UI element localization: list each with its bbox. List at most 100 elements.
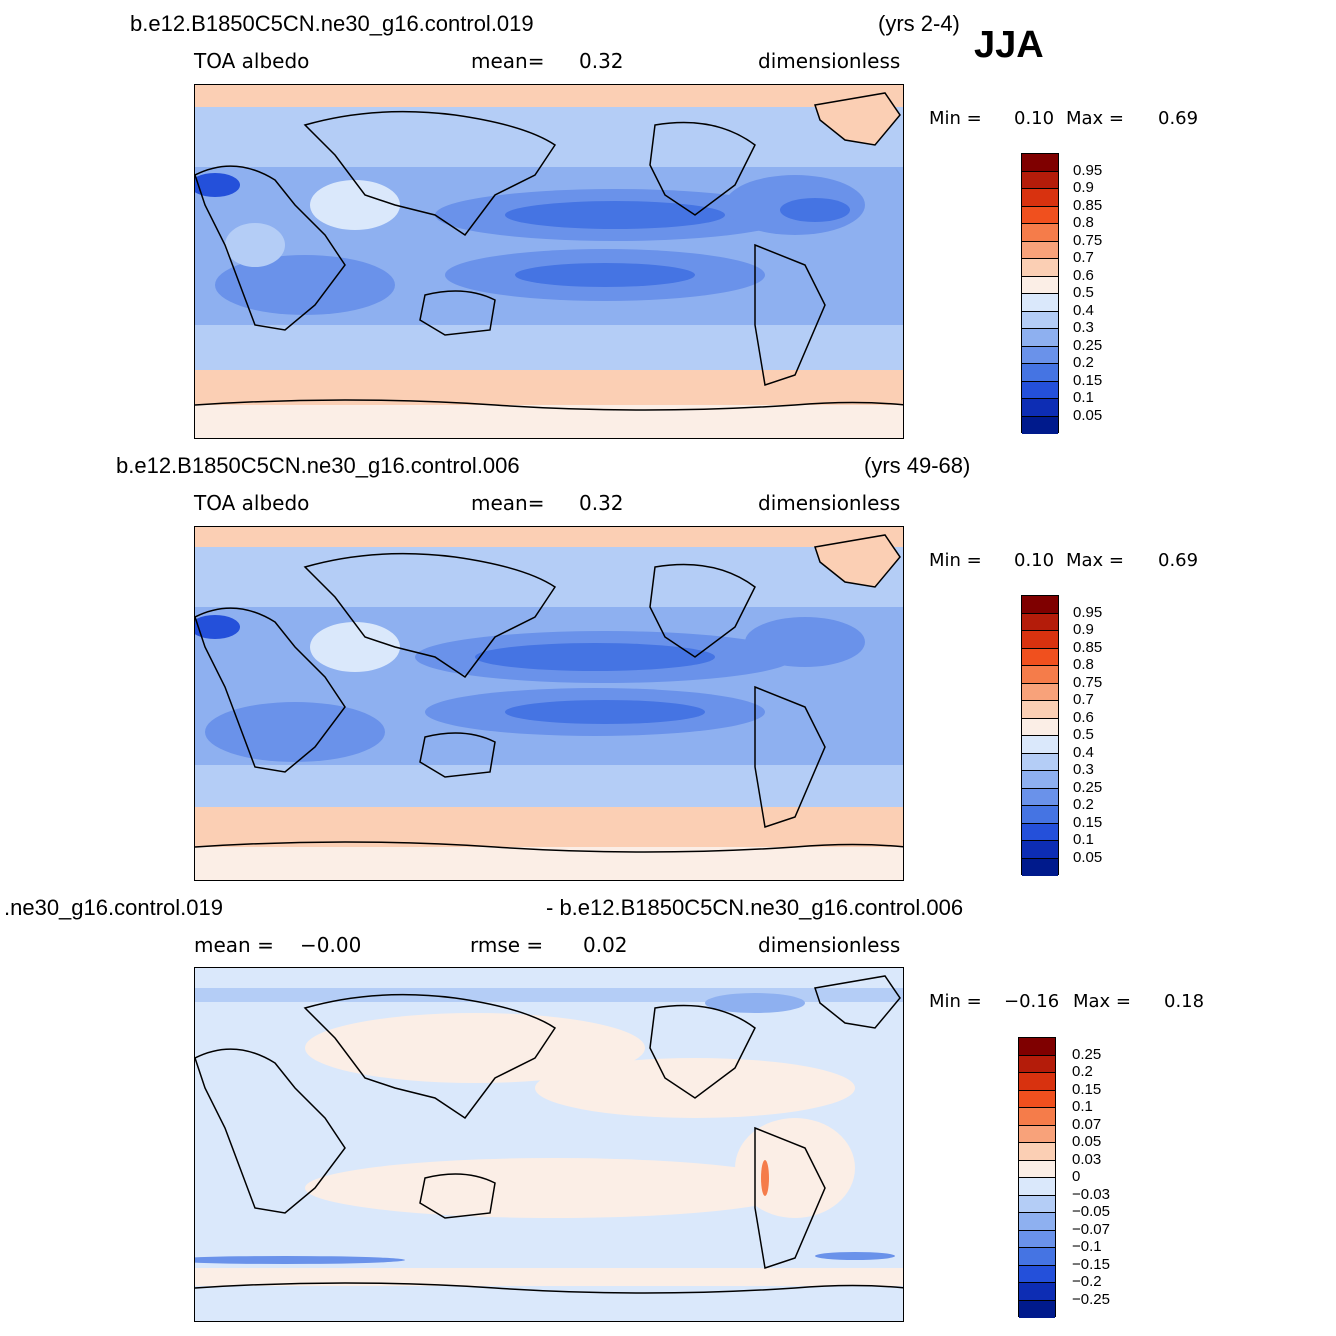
- panel3-mean-value: −0.00: [300, 933, 362, 957]
- colorbar-swatch: [1022, 416, 1058, 434]
- colorbar-tick-label: 0.3: [1073, 319, 1094, 336]
- panel2-max-label: Max =: [1066, 550, 1125, 571]
- colorbar-tick-label: 0.05: [1073, 848, 1103, 866]
- panel3-rmse-value: 0.02: [583, 933, 628, 957]
- panel3-rmse-label: rmse =: [470, 933, 544, 957]
- colorbar-swatch: [1022, 823, 1058, 841]
- panel1-units: dimensionless: [758, 49, 901, 73]
- colorbar-tick-label: 0.5: [1073, 284, 1094, 301]
- season-label: JJA: [974, 24, 1044, 66]
- colorbar-swatch: [1022, 648, 1058, 666]
- colorbar-swatch: [1022, 224, 1058, 242]
- colorbar-tick-label: 0.75: [1073, 231, 1103, 249]
- colorbar-tick-label: 0.85: [1073, 196, 1103, 214]
- colorbar-tick-label: 0.7: [1073, 249, 1094, 266]
- colorbar-swatch: [1022, 189, 1058, 207]
- colorbar-tick-label: 0.7: [1073, 691, 1094, 708]
- panel3-case-left: .ne30_g16.control.019: [4, 895, 223, 920]
- colorbar-swatch: [1019, 1108, 1055, 1126]
- colorbar-swatch: [1019, 1090, 1055, 1108]
- panel1-min-value: 0.10: [1014, 108, 1055, 129]
- colorbar-tick-label: 0.6: [1073, 266, 1094, 284]
- panel3-map: [194, 967, 904, 1322]
- colorbar-swatch: [1022, 329, 1058, 347]
- colorbar-swatch: [1022, 399, 1058, 417]
- panel2-mean-label: mean=: [471, 491, 545, 515]
- colorbar-swatch: [1022, 596, 1058, 614]
- colorbar-tick-label: 0.95: [1073, 161, 1103, 179]
- colorbar-tick-label: −0.2: [1072, 1273, 1102, 1290]
- colorbar-tick-label: 0.9: [1073, 621, 1094, 638]
- colorbar-tick-label: 0.1: [1073, 389, 1094, 406]
- colorbar-swatch: [1022, 701, 1058, 719]
- colorbar-swatch: [1019, 1073, 1055, 1091]
- panel3-mean-label: mean =: [194, 933, 274, 957]
- colorbar-swatch: [1022, 259, 1058, 277]
- colorbar-tick-label: −0.1: [1072, 1238, 1102, 1255]
- panel2-min-value: 0.10: [1014, 550, 1055, 571]
- colorbar-tick-label: 0.05: [1073, 406, 1103, 424]
- colorbar-swatch: [1019, 1160, 1055, 1178]
- colorbar-swatch: [1022, 771, 1058, 789]
- colorbar-tick-label: 0.8: [1073, 214, 1094, 231]
- panel1-map: [194, 84, 904, 439]
- colorbar-tick-label: 0.07: [1072, 1115, 1102, 1133]
- colorbar-tick-label: 0.9: [1073, 179, 1094, 196]
- colorbar-swatch: [1022, 806, 1058, 824]
- panel2-variable: TOA albedo: [194, 491, 310, 515]
- colorbar-swatch: [1019, 1195, 1055, 1213]
- panel3-min-label: Min =: [929, 991, 982, 1012]
- panel3-case-right: - b.e12.B1850C5CN.ne30_g16.control.006: [546, 895, 964, 920]
- colorbar-swatch: [1022, 311, 1058, 329]
- panel3-max-value: 0.18: [1164, 991, 1205, 1012]
- panel1-years: (yrs 2-4): [878, 11, 960, 36]
- colorbar-swatch: [1019, 1055, 1055, 1073]
- colorbar-tick-label: −0.15: [1072, 1255, 1110, 1273]
- colorbar-swatch: [1019, 1038, 1055, 1056]
- colorbar-swatch: [1022, 683, 1058, 701]
- panel1-max-value: 0.69: [1158, 108, 1199, 129]
- colorbar-tick-label: 0.05: [1072, 1133, 1102, 1150]
- panel1-mean-label: mean=: [471, 49, 545, 73]
- colorbar-swatch: [1022, 753, 1058, 771]
- colorbar-swatch: [1022, 858, 1058, 876]
- colorbar-tick-label: 0.85: [1073, 638, 1103, 656]
- colorbar-swatch: [1022, 788, 1058, 806]
- colorbar-swatch: [1022, 294, 1058, 312]
- colorbar-swatch: [1022, 276, 1058, 294]
- colorbar-tick-label: −0.25: [1072, 1290, 1110, 1308]
- colorbar-tick-label: 0.5: [1073, 726, 1094, 743]
- colorbar-tick-label: 0.2: [1073, 354, 1094, 371]
- colorbar-tick-label: 0.4: [1073, 743, 1094, 761]
- colorbar-tick-label: 0.25: [1073, 778, 1103, 796]
- colorbar-swatch: [1022, 206, 1058, 224]
- colorbar-swatch: [1019, 1283, 1055, 1301]
- panel2-years: (yrs 49-68): [864, 453, 971, 478]
- panel1-mean-value: 0.32: [579, 49, 624, 73]
- colorbar-tick-label: 0.25: [1072, 1045, 1102, 1063]
- colorbar-swatch: [1022, 381, 1058, 399]
- colorbar-swatch: [1022, 364, 1058, 382]
- colorbar-swatch: [1022, 631, 1058, 649]
- panel1-variable: TOA albedo: [194, 49, 310, 73]
- colorbar-tick-label: −0.07: [1072, 1220, 1110, 1238]
- colorbar-tick-label: −0.03: [1072, 1185, 1110, 1203]
- colorbar-swatch: [1019, 1125, 1055, 1143]
- colorbar-swatch: [1019, 1143, 1055, 1161]
- colorbar-swatch: [1022, 346, 1058, 364]
- colorbar-tick-label: 0.95: [1073, 603, 1103, 621]
- colorbar-tick-label: 0.15: [1073, 813, 1103, 831]
- colorbar-swatch: [1019, 1213, 1055, 1231]
- colorbar-swatch: [1022, 154, 1058, 172]
- colorbar-swatch: [1022, 666, 1058, 684]
- colorbar-swatch: [1022, 241, 1058, 259]
- panel2-case-title: b.e12.B1850C5CN.ne30_g16.control.006: [116, 453, 520, 478]
- panel3-max-label: Max =: [1073, 991, 1132, 1012]
- colorbar-swatch: [1022, 841, 1058, 859]
- panel1-min-label: Min =: [929, 108, 982, 129]
- colorbar-tick-label: 0.6: [1073, 708, 1094, 726]
- colorbar-tick-label: 0.1: [1073, 831, 1094, 848]
- panel1-max-label: Max =: [1066, 108, 1125, 129]
- panel2-max-value: 0.69: [1158, 550, 1199, 571]
- colorbar-swatch: [1022, 613, 1058, 631]
